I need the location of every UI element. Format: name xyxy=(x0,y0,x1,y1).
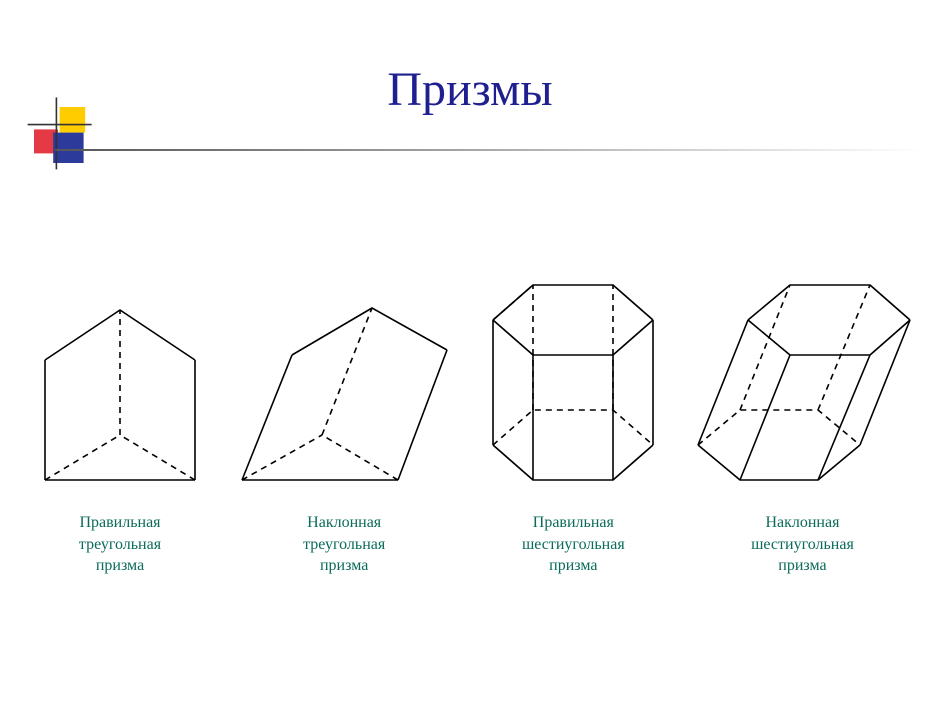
prism-shape xyxy=(232,290,457,500)
prisms-row: Правильнаятреугольнаяпризма Наклоннаятре… xyxy=(25,260,915,577)
prism-oblique-triangular: Наклоннаятреугольнаяпризма xyxy=(232,290,457,577)
prism-caption: Наклоннаятреугольнаяпризма xyxy=(303,512,385,577)
prism-caption: Правильнаятреугольнаяпризма xyxy=(79,512,161,577)
prism-shape xyxy=(473,260,673,500)
divider-line xyxy=(55,149,925,151)
prism-regular-triangular: Правильнаятреугольнаяпризма xyxy=(25,290,215,577)
prism-regular-hexagonal: Правильнаяшестиугольнаяпризма xyxy=(473,260,673,577)
prism-shape xyxy=(25,290,215,500)
prism-caption: Наклоннаяшестиугольнаяпризма xyxy=(751,512,854,577)
slide-title: Призмы xyxy=(0,62,940,117)
prism-oblique-hexagonal: Наклоннаяшестиугольнаяпризма xyxy=(690,260,915,577)
prism-caption: Правильнаяшестиугольнаяпризма xyxy=(522,512,625,577)
prism-shape xyxy=(690,260,915,500)
